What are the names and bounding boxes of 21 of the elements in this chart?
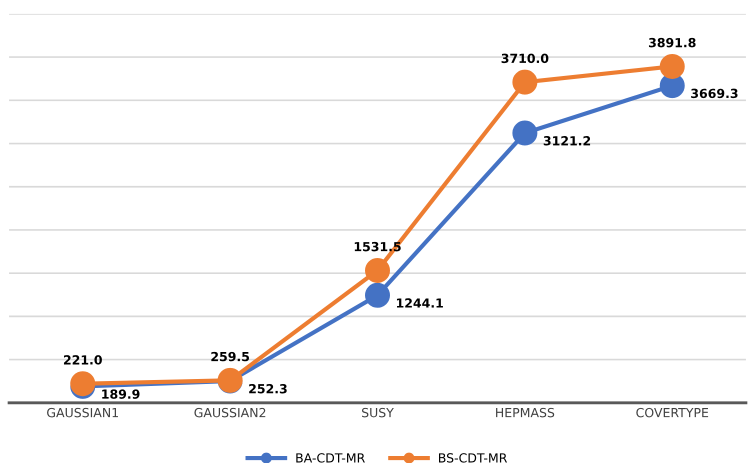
x-tick-label: COVERTYPE: [636, 408, 708, 418]
data-label: 259.5: [211, 352, 250, 362]
data-label: 1244.1: [396, 298, 443, 308]
data-label: 3121.2: [544, 136, 590, 146]
legend-label: BA-CDT-MR: [296, 453, 365, 463]
data-label: 252.3: [249, 384, 287, 394]
data-label: 3710.0: [502, 54, 548, 64]
point: [660, 54, 685, 79]
point: [365, 282, 390, 308]
point: [512, 120, 538, 146]
x-tick-label: GAUSSIAN1: [47, 408, 118, 418]
x-tick-label: SUSY: [362, 408, 394, 418]
point: [365, 258, 390, 283]
legend-label: BS-CDT-MR: [439, 453, 508, 463]
point: [512, 70, 538, 95]
data-label: 221.0: [64, 355, 102, 365]
x-tick-label: HEPMASS: [496, 408, 554, 418]
data-label: 3669.3: [691, 88, 738, 98]
data-label: 189.9: [102, 389, 140, 399]
data-label: 3891.8: [648, 38, 696, 48]
x-tick-label: GAUSSIAN2: [194, 408, 266, 418]
